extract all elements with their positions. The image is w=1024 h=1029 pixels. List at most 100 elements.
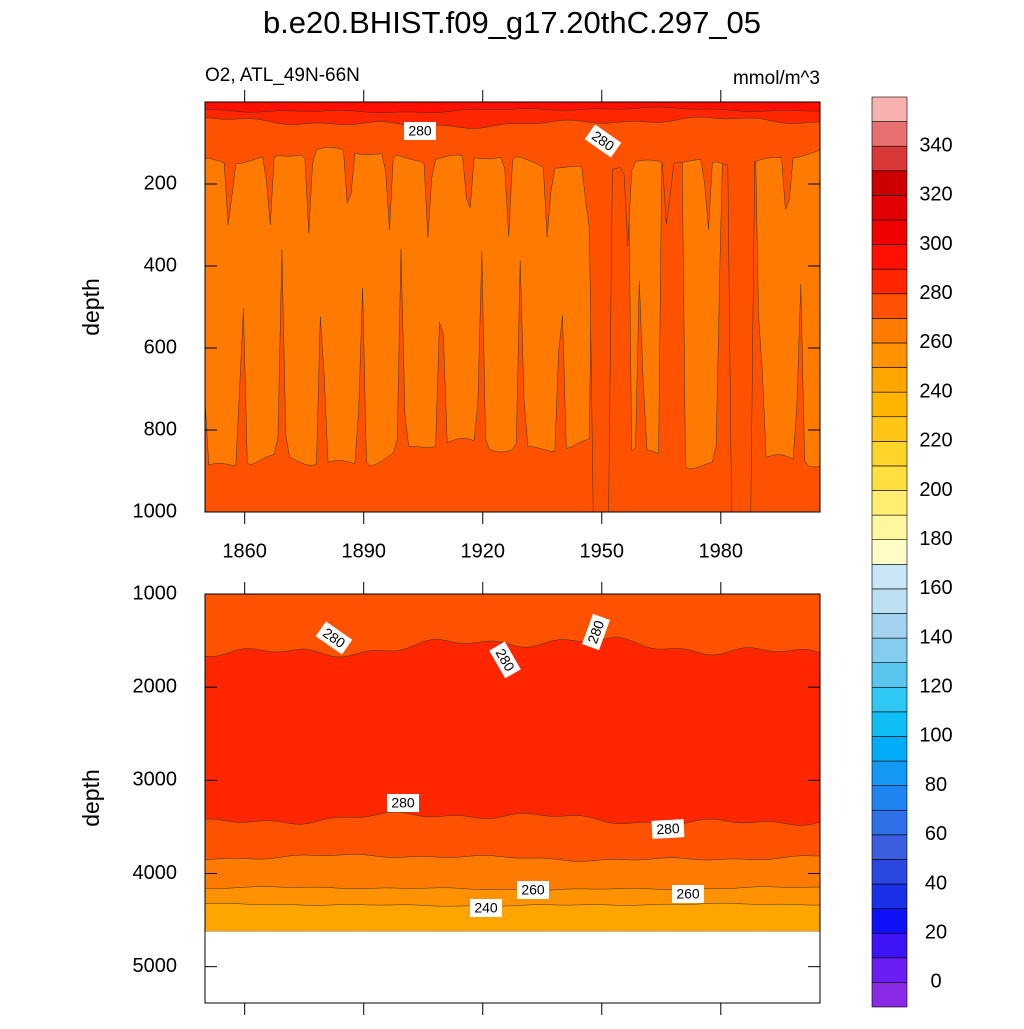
- colorbar-box: [871, 244, 908, 270]
- colorbar-label: 300: [919, 233, 952, 255]
- contour-label-box: [672, 885, 704, 903]
- colorbar-box: [871, 342, 908, 368]
- y-tick-label: 400: [144, 254, 177, 276]
- colorbar-box: [871, 121, 908, 147]
- colorbar-box: [871, 711, 908, 737]
- y-tick-label: 800: [144, 418, 177, 440]
- colorbar-box: [871, 834, 908, 860]
- colorbar-label: 260: [919, 331, 952, 353]
- colorbar-label: 100: [919, 725, 952, 747]
- contour-label-text: 280: [656, 820, 680, 837]
- y-axis-label: depth: [78, 278, 104, 336]
- y-tick-label: 3000: [133, 769, 178, 791]
- colorbar-box: [871, 637, 908, 663]
- contour-label-text: 280: [408, 123, 432, 139]
- contour-label: 260: [517, 881, 549, 899]
- x-tick-label: 1920: [460, 540, 505, 562]
- contour-label-text: 280: [584, 618, 607, 646]
- colorbar-box: [871, 441, 908, 467]
- colorbar-box: [871, 391, 908, 418]
- colorbar-box: [871, 760, 908, 786]
- colorbar-label: 160: [919, 577, 952, 599]
- contour-label-box: [489, 641, 521, 679]
- contour-label: 280: [582, 613, 610, 651]
- colorbar-label: 60: [925, 823, 947, 845]
- units: mmol/m^3: [733, 68, 820, 89]
- contour-region: [204, 902, 821, 932]
- y-tick-label: 1000: [133, 582, 178, 604]
- colorbar-box: [871, 662, 908, 688]
- colorbar-label: 0: [930, 971, 941, 993]
- colorbar-box: [871, 809, 908, 836]
- y-tick-label: 5000: [133, 955, 178, 977]
- colorbar-label: 340: [919, 134, 952, 156]
- colorbar-box: [871, 859, 908, 885]
- chart-title: b.e20.BHIST.f09_g17.20thC.297_05: [263, 5, 761, 40]
- colorbar-box: [871, 416, 908, 442]
- contour-label: 280: [404, 122, 436, 140]
- subtitle: O2, ATL_49N-66N: [205, 65, 360, 86]
- y-axis-label: depth: [78, 769, 104, 827]
- colorbar-box: [871, 219, 908, 245]
- colorbar-box: [871, 195, 908, 221]
- x-tick-label: 1950: [580, 540, 625, 562]
- colorbar-box: [871, 613, 908, 639]
- colorbar-label: 140: [919, 626, 952, 648]
- contour-label-box: [404, 122, 436, 140]
- y-tick-label: 4000: [133, 862, 178, 884]
- contour-label: 280: [387, 794, 419, 812]
- colorbar-box: [871, 736, 908, 762]
- colorbar-box: [871, 367, 908, 393]
- x-tick-label: 1890: [341, 540, 386, 562]
- colorbar-box: [871, 932, 908, 959]
- contour-label-text: 240: [474, 900, 498, 916]
- colorbar-label: 320: [919, 184, 952, 206]
- colorbar-box: [871, 539, 908, 565]
- colorbar-box: [871, 982, 908, 1008]
- colorbar-box: [871, 883, 908, 909]
- colorbar-box: [871, 318, 908, 344]
- contour-label-text: 280: [391, 795, 415, 811]
- contour-label-text: 260: [676, 886, 700, 902]
- colorbar-box: [871, 465, 908, 491]
- contour-label: 280: [651, 819, 685, 839]
- contour-label: 240: [470, 899, 502, 917]
- no-data: [205, 931, 820, 1004]
- colorbar-box: [871, 588, 908, 614]
- contour-label-box: [315, 621, 353, 655]
- y-tick-label: 2000: [133, 675, 178, 697]
- plot-frame: [204, 101, 821, 513]
- colorbar-label: 80: [925, 774, 947, 796]
- colorbar-label: 180: [919, 528, 952, 550]
- y-tick-label: 600: [144, 336, 177, 358]
- colorbar-label: 40: [925, 872, 947, 894]
- y-tick-label: 200: [144, 172, 177, 194]
- x-tick-label: 1980: [699, 540, 744, 562]
- x-tick-label: 1860: [222, 540, 267, 562]
- colorbar-box: [871, 686, 908, 713]
- contour-label-box: [517, 881, 549, 899]
- colorbar-box: [871, 957, 908, 983]
- contour-label-box: [582, 613, 610, 651]
- colorbar-box: [871, 490, 908, 516]
- colorbar-box: [871, 293, 908, 319]
- colorbar-label: 220: [919, 430, 952, 452]
- colorbar-label: 200: [919, 479, 952, 501]
- colorbar-box: [871, 908, 908, 934]
- colorbar-label: 240: [919, 380, 952, 402]
- colorbar-box: [871, 170, 908, 196]
- colorbar-label: 120: [919, 676, 952, 698]
- contour-label-box: [387, 794, 419, 812]
- colorbar-box: [871, 145, 908, 172]
- contour-label-text: 260: [521, 882, 545, 898]
- y-tick-label: 1000: [133, 500, 178, 522]
- colorbar-box: [871, 563, 908, 590]
- colorbar-box: [871, 785, 908, 811]
- plot-frame: [204, 593, 821, 1004]
- colorbar-box: [871, 96, 908, 122]
- colorbar-box: [871, 268, 908, 295]
- colorbar-label: 20: [925, 921, 947, 943]
- colorbar-label: 280: [919, 282, 952, 304]
- contour-label-box: [584, 124, 622, 158]
